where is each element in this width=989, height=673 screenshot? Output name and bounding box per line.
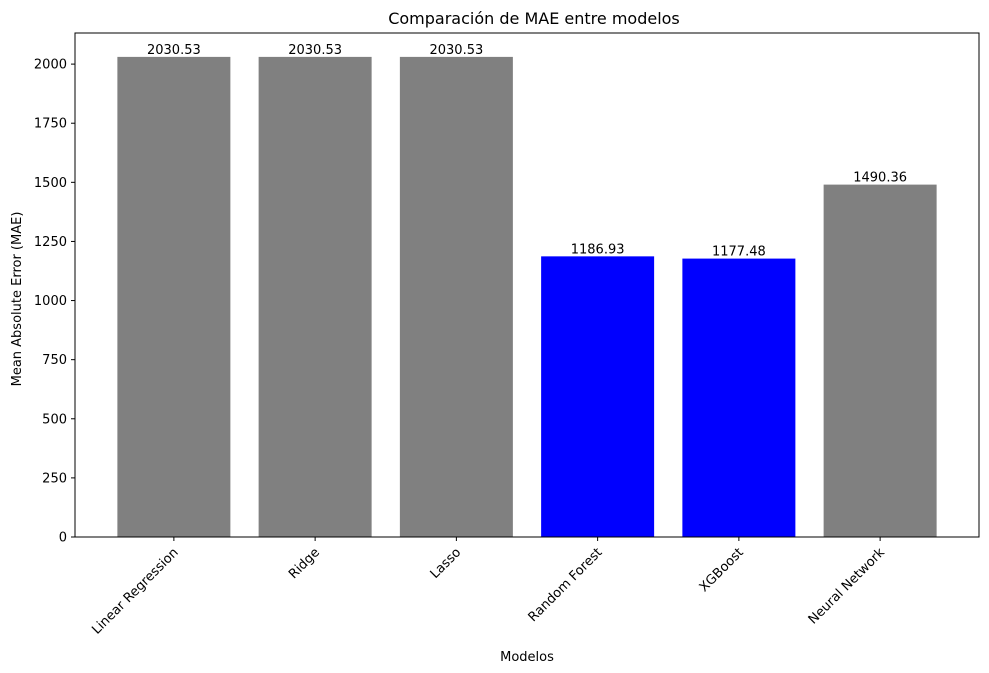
axes-frame	[74, 32, 980, 538]
bar	[117, 56, 231, 538]
y-tick-label: 500	[42, 412, 67, 427]
data-label: 1177.48	[712, 245, 766, 260]
bar	[399, 56, 513, 538]
y-tick-label: 1000	[34, 294, 67, 309]
x-tick-label: Lasso	[428, 545, 465, 582]
y-tick-label: 1750	[34, 117, 67, 132]
bar	[541, 256, 655, 537]
bar	[823, 184, 937, 537]
x-tick-label: Random Forest	[526, 545, 606, 625]
x-tick-label: Ridge	[286, 545, 323, 582]
chart-title: Comparación de MAE entre modelos	[388, 9, 680, 28]
y-tick-label: 750	[42, 353, 67, 368]
x-tick-label: Linear Regression	[89, 545, 181, 637]
data-label: 2030.53	[147, 43, 201, 58]
data-label: 1186.93	[571, 242, 625, 257]
y-tick-label: 2000	[34, 58, 67, 73]
x-tick-label: Neural Network	[806, 545, 889, 628]
y-axis-title: Mean Absolute Error (MAE)	[10, 212, 25, 387]
y-tick-label: 250	[42, 471, 67, 486]
y-tick-label: 0	[59, 531, 67, 546]
x-tick-label: XGBoost	[697, 545, 747, 595]
y-tick-label: 1250	[34, 235, 67, 250]
data-label: 2030.53	[288, 43, 342, 58]
bar	[258, 56, 372, 538]
y-tick-label: 1500	[34, 176, 67, 191]
bar	[682, 258, 796, 537]
data-label: 1490.36	[853, 171, 907, 186]
plot-area: 2030.53 2030.53 2030.53 1186.93 1177.48 1490.…	[34, 32, 980, 638]
data-label: 2030.53	[429, 43, 483, 58]
x-axis-title: Modelos	[500, 650, 554, 665]
